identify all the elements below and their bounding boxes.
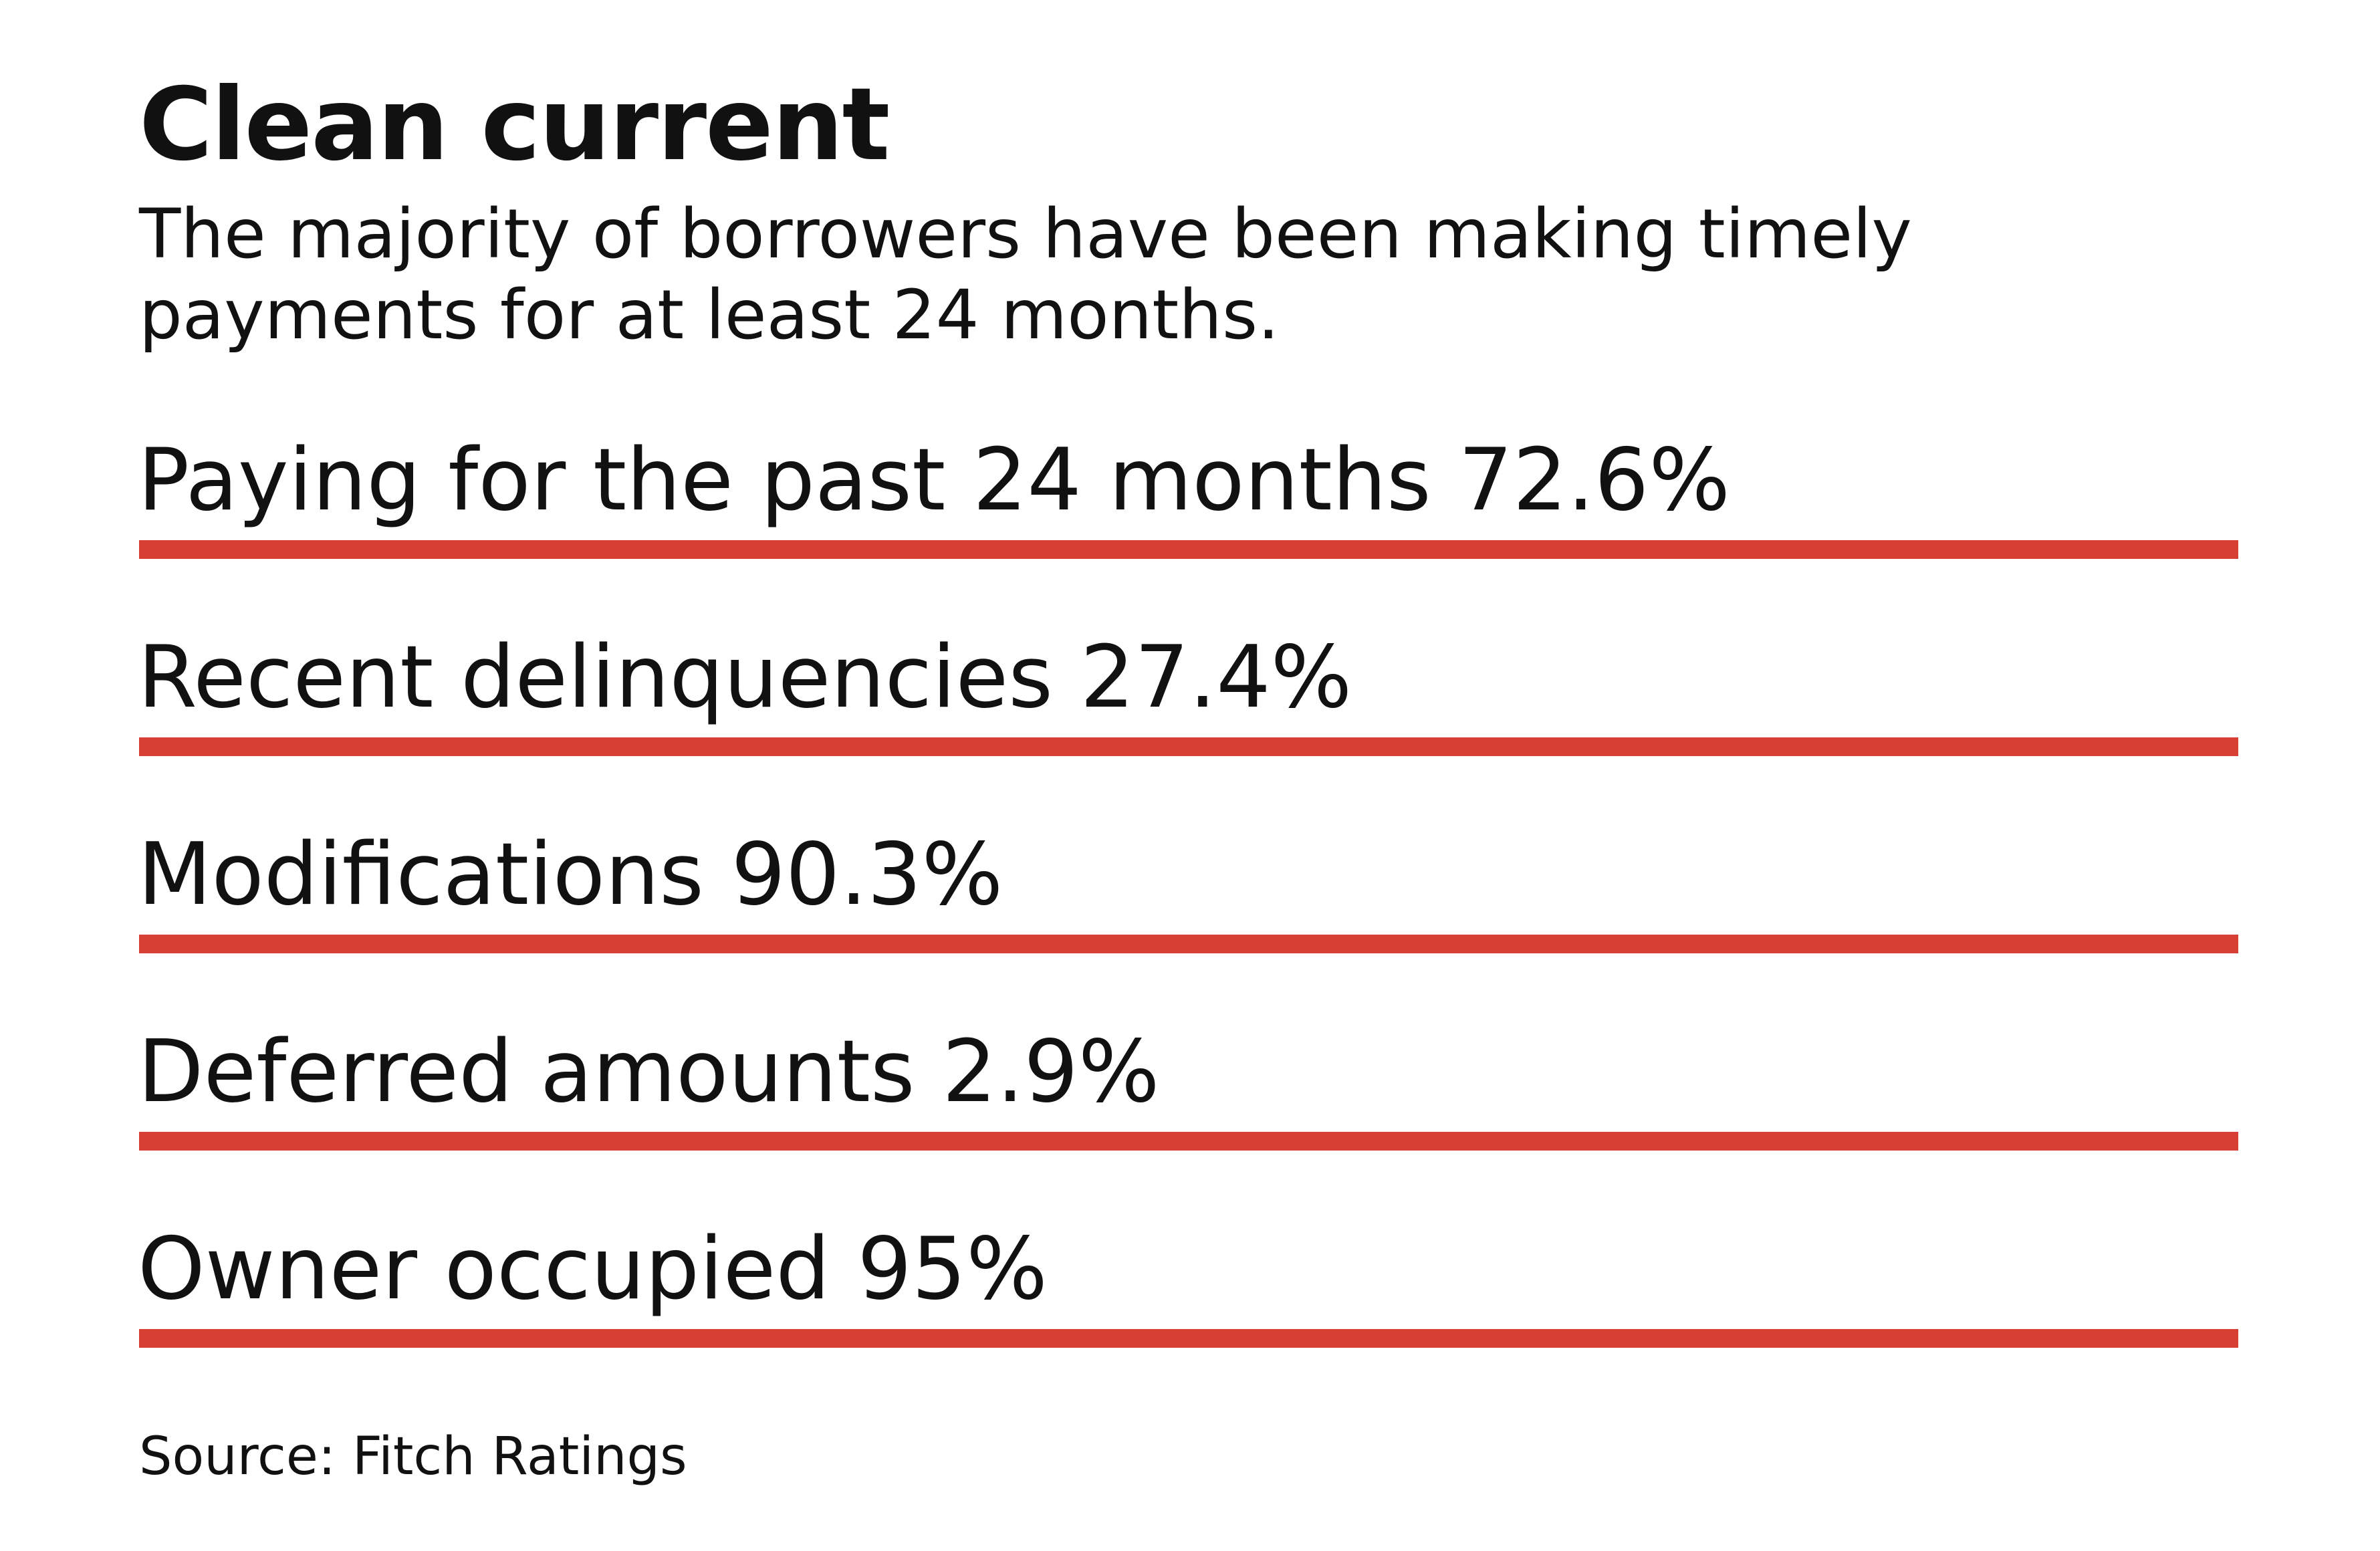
stat-rule [139, 935, 2238, 953]
stat-rule [139, 1132, 2238, 1151]
stat-label: Recent delinquencies 27.4% [138, 628, 1352, 727]
stat-label: Owner occupied 95% [138, 1219, 1048, 1319]
stat-label: Deferred amounts 2.9% [138, 1022, 1160, 1122]
chart-subtitle: The majority of borrowers have been maki… [139, 195, 1912, 355]
source-note: Source: Fitch Ratings [139, 1427, 687, 1487]
stat-label: Modifications 90.3% [138, 825, 1003, 925]
chart-title: Clean current [139, 67, 890, 183]
stat-rule [139, 737, 2238, 756]
stat-rule [139, 1329, 2238, 1348]
stat-rule [139, 540, 2238, 559]
stat-label: Paying for the past 24 months 72.6% [138, 431, 1730, 530]
